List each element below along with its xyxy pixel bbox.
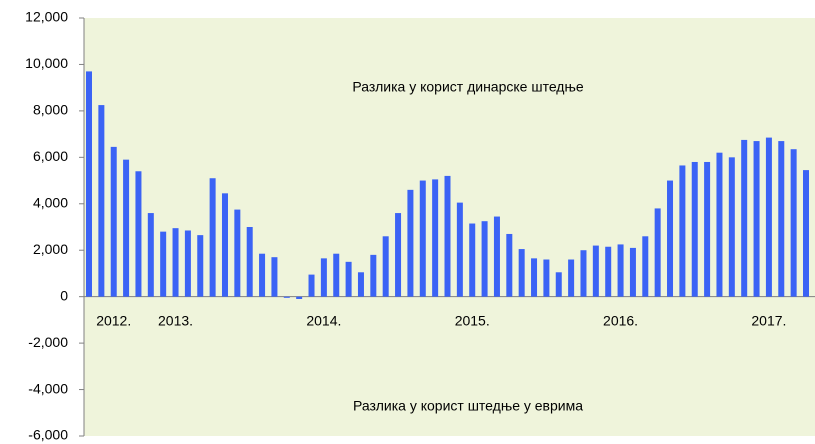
bar (469, 223, 476, 297)
bar (654, 208, 661, 297)
bar (555, 272, 562, 297)
bar (790, 149, 797, 297)
bar (98, 105, 105, 297)
y-tick-label: 2,000 (33, 241, 68, 257)
annotation: Разлика у корист штедње у еврима (353, 398, 583, 414)
bar (345, 261, 352, 297)
bar (234, 209, 241, 297)
bar (580, 250, 587, 297)
bar (432, 179, 439, 297)
bar (679, 165, 686, 297)
bar (320, 258, 327, 297)
bar (518, 249, 525, 297)
bar (160, 231, 167, 297)
bar (667, 180, 674, 297)
bar (308, 274, 315, 297)
x-tick-label: 2017. (751, 312, 786, 328)
bar (147, 213, 154, 297)
bar (357, 272, 364, 297)
annotation: Разлика у корист динарске штедње (352, 79, 583, 95)
bar (259, 253, 266, 297)
y-tick-label: 6,000 (33, 148, 68, 164)
bar (493, 216, 500, 297)
bar (728, 157, 735, 297)
bar (123, 159, 130, 297)
bar (605, 246, 612, 297)
y-tick-label: -6,000 (28, 427, 68, 443)
bar (110, 146, 117, 297)
bar (407, 189, 414, 297)
x-tick-label: 2013. (158, 312, 193, 328)
y-tick-label: 4,000 (33, 194, 68, 210)
bar (296, 296, 303, 299)
bar (333, 253, 340, 297)
bar (629, 247, 636, 297)
bar (395, 213, 402, 297)
bar (592, 245, 599, 297)
bar (246, 227, 253, 297)
y-tick-label: 10,000 (25, 55, 68, 71)
bar (617, 244, 624, 297)
bar (86, 71, 92, 297)
bar (271, 257, 278, 297)
bar (531, 258, 538, 297)
bar (778, 141, 785, 297)
bar (135, 171, 142, 297)
bar (419, 180, 426, 297)
bar (568, 259, 575, 297)
bar (716, 152, 723, 297)
bar (456, 202, 463, 297)
y-tick-label: -4,000 (28, 380, 68, 396)
bar (370, 254, 377, 297)
y-tick-label: -2,000 (28, 334, 68, 350)
bar (221, 193, 228, 297)
bar (741, 139, 748, 297)
bar (197, 235, 204, 297)
bar (642, 236, 649, 297)
bar (543, 259, 550, 297)
bar (506, 233, 513, 297)
bar (765, 137, 772, 297)
bar (209, 178, 216, 297)
y-tick-label: 0 (60, 287, 68, 303)
bar (803, 170, 809, 297)
y-tick-label: 12,000 (25, 9, 68, 25)
bar (753, 141, 760, 297)
bar (691, 161, 698, 297)
y-tick-label: 8,000 (33, 102, 68, 118)
x-tick-label: 2015. (455, 312, 490, 328)
x-tick-label: 2014. (306, 312, 341, 328)
bar (172, 228, 179, 297)
bar (704, 161, 711, 297)
bar (283, 296, 290, 298)
bar (481, 221, 488, 297)
bar (184, 230, 191, 297)
x-tick-label: 2012. (96, 312, 131, 328)
x-tick-label: 2016. (603, 312, 638, 328)
bar (382, 236, 389, 297)
bar (444, 175, 451, 297)
